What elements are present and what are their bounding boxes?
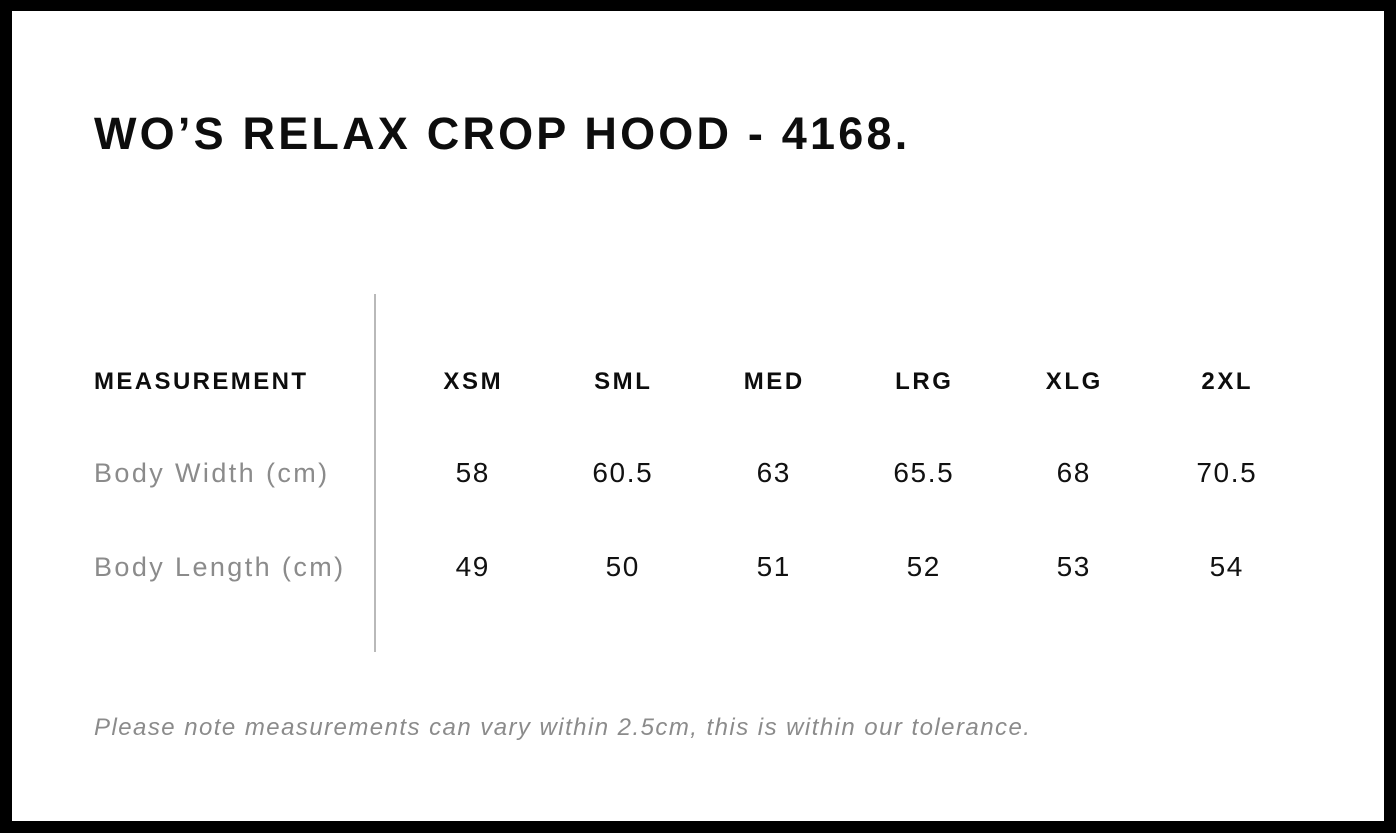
- tolerance-footnote: Please note measurements can vary within…: [94, 714, 1032, 741]
- cell-body-width-xlg: 68: [1056, 457, 1091, 488]
- cell-body-width-2xl: 70.5: [1196, 457, 1258, 488]
- table-row: Body Length (cm) 49 50 51 52 53 54: [12, 545, 1384, 589]
- cell-body-width-sml: 60.5: [592, 457, 654, 488]
- table-header-row: MEASUREMENT XSM SML MED LRG XLG 2XL: [12, 360, 1384, 404]
- header-size-xsm: XSM: [443, 368, 504, 395]
- header-size-sml: SML: [594, 368, 653, 395]
- size-chart-sheet: WO’S RELAX CROP HOOD - 4168. MEASUREMENT…: [12, 11, 1384, 821]
- cell-body-width-xsm: 58: [455, 457, 490, 488]
- cell-body-length-lrg: 52: [906, 551, 941, 582]
- header-size-lrg: LRG: [895, 368, 954, 395]
- cell-body-length-2xl: 54: [1209, 551, 1244, 582]
- cell-body-length-xsm: 49: [455, 551, 490, 582]
- column-divider: [374, 294, 376, 652]
- cell-body-length-sml: 50: [605, 551, 640, 582]
- cell-body-length-xlg: 53: [1056, 551, 1091, 582]
- cell-body-width-lrg: 65.5: [893, 457, 955, 488]
- table-row: Body Width (cm) 58 60.5 63 65.5 68 70.5: [12, 451, 1384, 495]
- row-label-body-width: Body Width (cm): [94, 457, 330, 488]
- header-size-2xl: 2XL: [1201, 368, 1254, 395]
- header-size-xlg: XLG: [1045, 368, 1103, 395]
- cell-body-length-med: 51: [756, 551, 791, 582]
- page-title: WO’S RELAX CROP HOOD - 4168.: [94, 108, 911, 159]
- header-size-med: MED: [743, 368, 805, 395]
- header-measurement: MEASUREMENT: [94, 368, 309, 395]
- row-label-body-length: Body Length (cm): [94, 551, 346, 582]
- cell-body-width-med: 63: [756, 457, 791, 488]
